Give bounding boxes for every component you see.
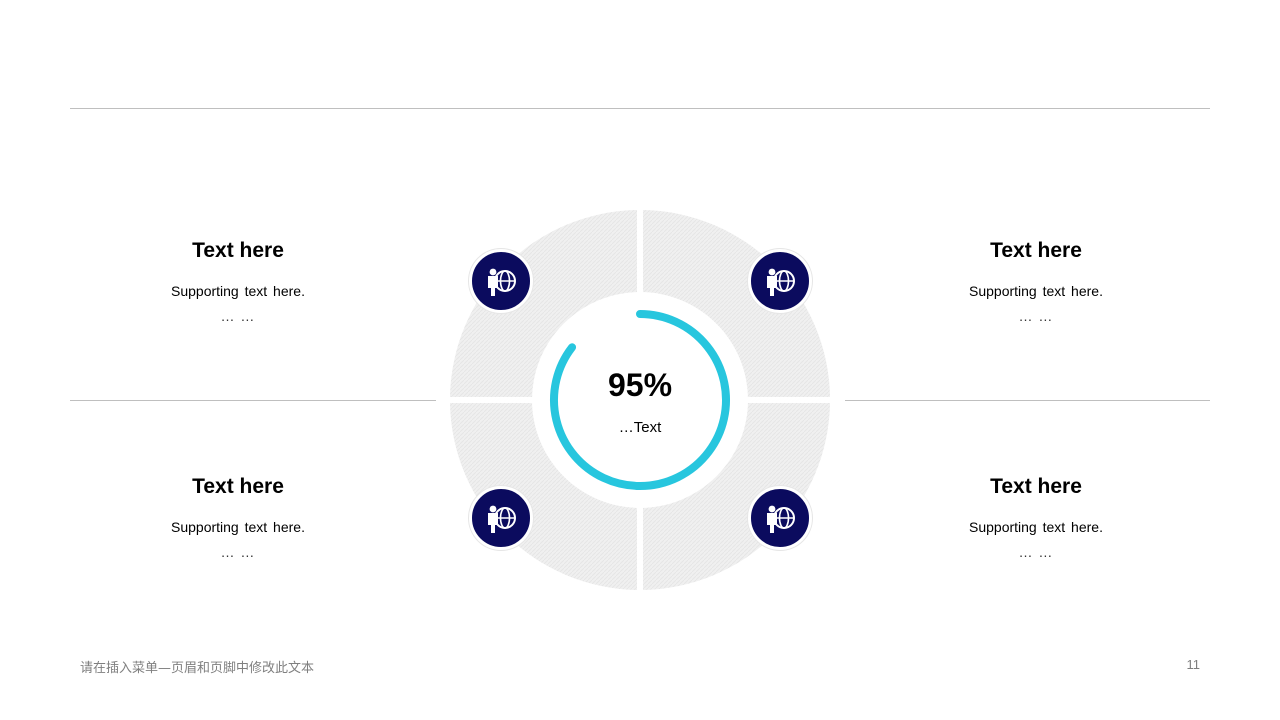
block-title: Text here — [192, 239, 284, 262]
block-title: Text here — [192, 475, 284, 498]
center-label: …Text — [618, 419, 662, 436]
block-ellipsis: … … — [220, 308, 256, 324]
person-globe-icon — [488, 268, 516, 296]
footer-text: 请在插入菜单—页眉和页脚中修改此文本 — [80, 661, 315, 676]
inner-white-disc — [532, 292, 748, 508]
block-ellipsis: … … — [220, 544, 256, 560]
progress-ring-diagram — [450, 210, 830, 590]
text-block-top-left: Text here Supporting text here. … … — [88, 238, 388, 324]
center-percentage: 95% — [607, 367, 673, 403]
icon-badge-top-right — [748, 249, 812, 313]
person-globe-icon — [767, 268, 795, 296]
block-supporting-text: Supporting text here. — [171, 519, 305, 535]
icon-badge-bottom-right — [748, 486, 812, 550]
block-supporting-text: Supporting text here. — [969, 519, 1103, 535]
block-ellipsis: … … — [1018, 308, 1054, 324]
top-divider — [70, 108, 1210, 109]
person-globe-icon — [767, 505, 795, 533]
icon-badge-top-left — [469, 249, 533, 313]
block-title: Text here — [990, 239, 1082, 262]
block-title: Text here — [990, 475, 1082, 498]
left-divider — [70, 400, 436, 401]
icon-badge-bottom-left — [469, 486, 533, 550]
block-ellipsis: … … — [1018, 544, 1054, 560]
block-supporting-text: Supporting text here. — [969, 283, 1103, 299]
block-supporting-text: Supporting text here. — [171, 283, 305, 299]
text-block-bottom-right: Text here Supporting text here. … … — [886, 474, 1186, 560]
text-block-bottom-left: Text here Supporting text here. … … — [88, 474, 388, 560]
page-number: 11 — [1186, 657, 1201, 672]
text-block-top-right: Text here Supporting text here. … … — [886, 238, 1186, 324]
right-divider — [845, 400, 1210, 401]
progress-arc — [550, 310, 730, 490]
person-globe-icon — [488, 505, 516, 533]
